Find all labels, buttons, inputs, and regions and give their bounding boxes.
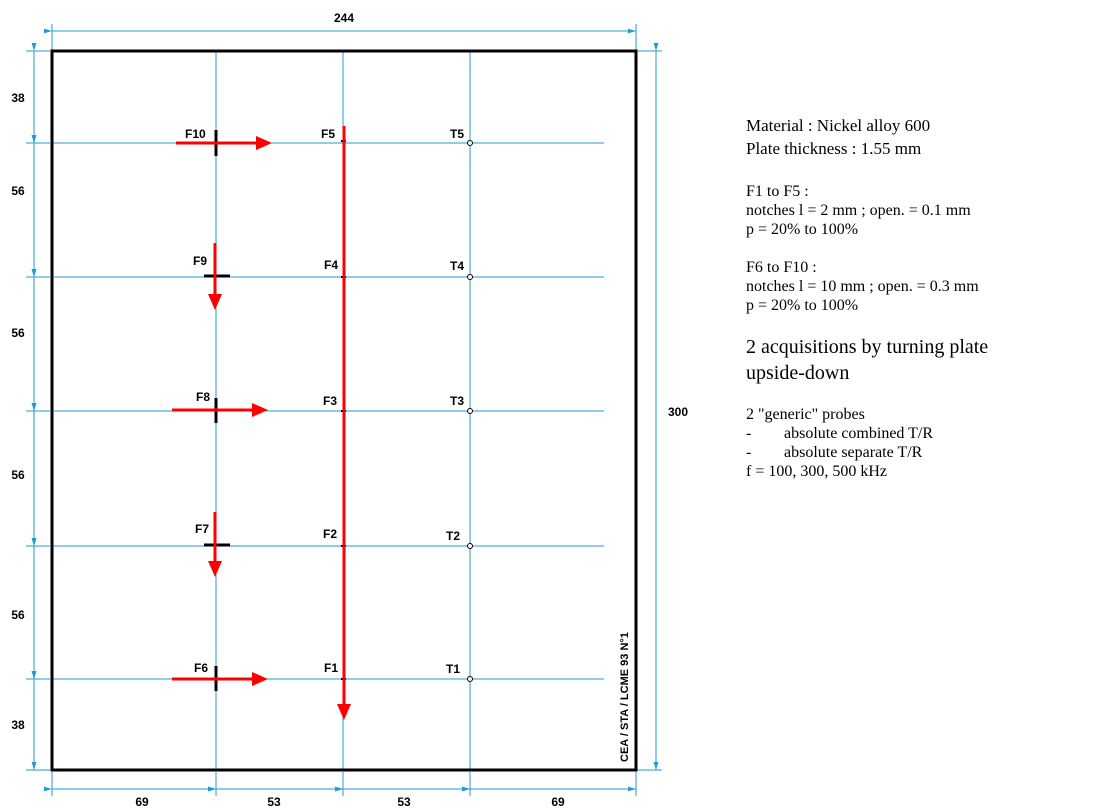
note-f6f10-title: F6 to F10 : <box>746 259 817 276</box>
plate-frame <box>50 49 638 772</box>
label-f8: F8 <box>196 390 210 404</box>
note-f6f10-notches: notches l = 10 mm ; open. = 0.3 mm <box>746 278 979 295</box>
note-thickness: Plate thickness : 1.55 mm <box>746 139 922 158</box>
label-t1: T1 <box>446 662 460 676</box>
label-t2: T2 <box>446 529 460 543</box>
note-acq-line2: upside-down <box>746 362 850 384</box>
dim-v-seg-6: 38 <box>11 718 25 732</box>
label-f10: F10 <box>185 127 206 141</box>
dim-v-seg-1: 38 <box>11 91 25 105</box>
dim-width-label: 244 <box>334 11 354 25</box>
dim-v-seg-4: 56 <box>11 468 25 482</box>
t-points <box>467 140 473 682</box>
t1-point <box>467 676 473 682</box>
dim-v-seg-3: 56 <box>11 326 25 340</box>
arrow-f6 <box>172 672 268 686</box>
arrow-f10 <box>176 136 272 150</box>
label-f9: F9 <box>193 254 207 268</box>
dim-height-label: 300 <box>668 405 688 419</box>
note-probe-2-dash: - <box>746 444 752 461</box>
note-f6f10-p: p = 20% to 100% <box>746 297 859 314</box>
t5-point <box>467 140 473 146</box>
note-probe-1-text: absolute combined T/R <box>784 425 934 442</box>
dim-h-seg-1: 69 <box>135 795 149 809</box>
dim-v-seg-5: 56 <box>11 608 25 622</box>
dim-v-seg-2: 56 <box>11 184 25 198</box>
dim-h-seg-2: 53 <box>267 795 281 809</box>
t4-point <box>467 274 473 280</box>
t3-point <box>467 408 473 414</box>
label-f5: F5 <box>321 127 335 141</box>
marker-labels: F10 F9 F8 F7 F6 F5 F4 F3 F2 F1 T5 T4 T3 … <box>185 127 464 676</box>
plate-stamp: CEA / STA / LCME 93 N°1 <box>619 632 631 762</box>
label-f4: F4 <box>324 258 338 272</box>
note-probe-2-text: absolute separate T/R <box>784 444 923 461</box>
dimension-labels: 244 300 38 56 56 56 56 38 69 53 53 69 <box>11 11 688 809</box>
dimension-lines <box>26 24 662 796</box>
dim-h-seg-4: 69 <box>551 795 565 809</box>
label-f7: F7 <box>195 522 209 536</box>
label-f2: F2 <box>323 527 337 541</box>
label-t4: T4 <box>450 259 464 273</box>
dim-h-seg-3: 53 <box>397 795 411 809</box>
arrow-f9 <box>208 243 222 310</box>
note-probe-2: - absolute separate T/R <box>746 443 1096 462</box>
t2-point <box>467 543 473 549</box>
note-probes-title: 2 "generic" probes <box>746 406 865 423</box>
note-probe-1-dash: - <box>746 425 752 442</box>
label-t5: T5 <box>450 127 464 141</box>
note-acq-line1: 2 acquisitions by turning plate <box>746 336 989 358</box>
notes-panel: Material : Nickel alloy 600 Plate thickn… <box>746 114 1096 481</box>
label-t3: T3 <box>450 394 464 408</box>
arrow-f8 <box>172 403 268 417</box>
note-material: Material : Nickel alloy 600 <box>746 116 931 135</box>
note-f1f5-title: F1 to F5 : <box>746 183 809 200</box>
arrow-f7 <box>208 512 222 577</box>
label-f6: F6 <box>194 661 208 675</box>
note-f1f5-notches: notches l = 2 mm ; open. = 0.1 mm <box>746 202 971 219</box>
note-probe-1: - absolute combined T/R <box>746 424 1096 443</box>
label-f3: F3 <box>323 394 337 408</box>
scan-arrows <box>172 126 351 720</box>
note-f1f5-p: p = 20% to 100% <box>746 221 859 238</box>
arrow-center <box>337 126 351 720</box>
label-f1: F1 <box>324 661 338 675</box>
note-frequency: f = 100, 300, 500 kHz <box>746 463 888 480</box>
